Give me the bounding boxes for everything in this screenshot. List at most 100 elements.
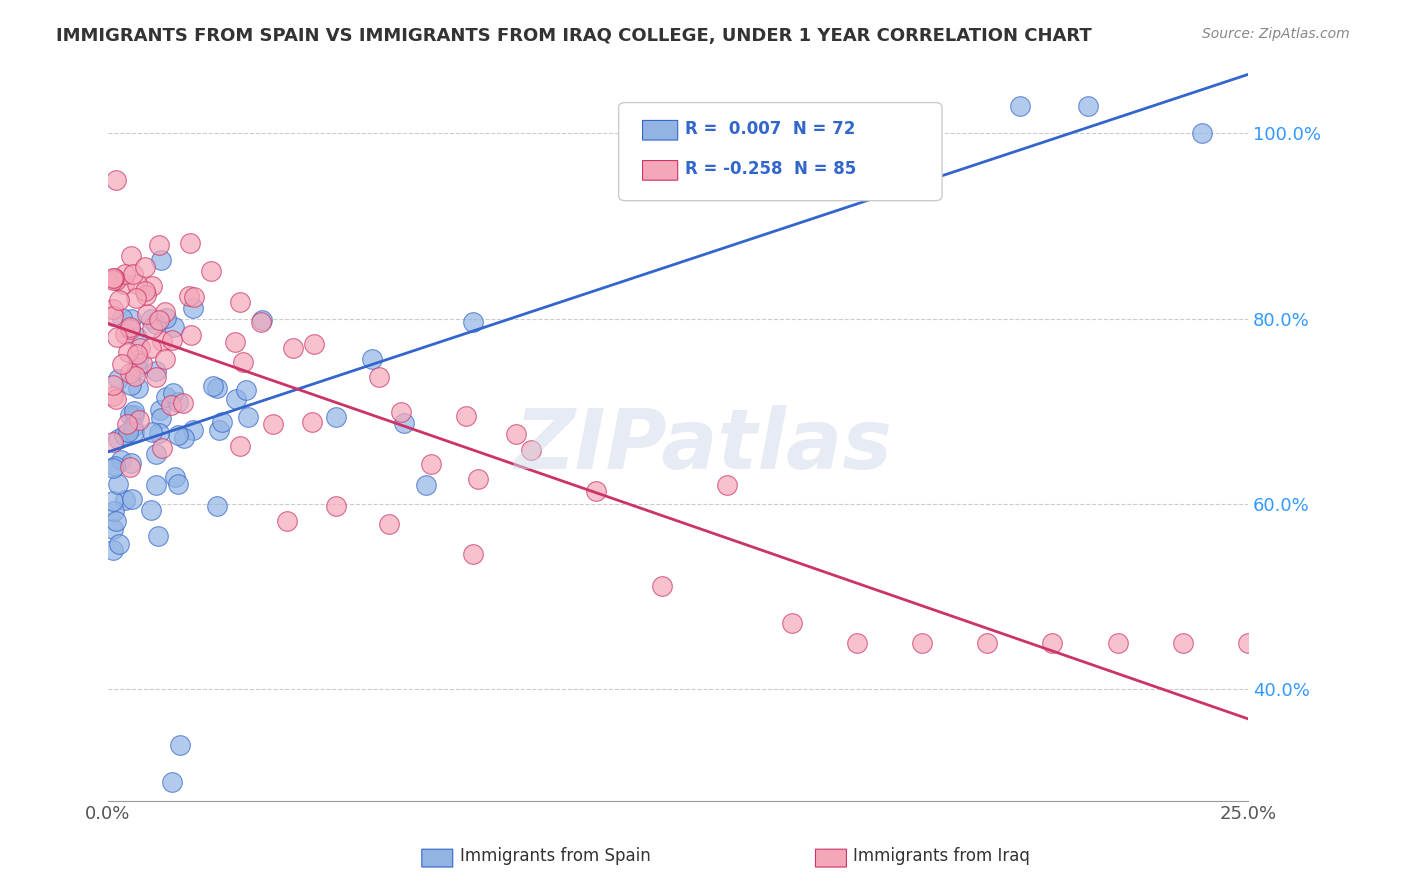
Point: [302, 337, 325, 351]
Point: [160, 333, 183, 347]
Point: [107, 372, 129, 386]
Point: [101, 461, 124, 475]
Point: [179, 235, 201, 250]
Point: [139, 312, 162, 326]
Point: [162, 386, 184, 401]
Point: [325, 500, 347, 514]
Point: [389, 404, 412, 418]
Point: [162, 320, 184, 334]
Point: [250, 313, 273, 327]
Point: [128, 413, 150, 427]
Point: [105, 514, 128, 528]
Point: [224, 335, 246, 350]
Point: [122, 408, 145, 422]
Point: [112, 427, 135, 442]
Point: [107, 432, 129, 446]
Point: [208, 423, 231, 437]
Point: [1171, 636, 1194, 650]
Text: IMMIGRANTS FROM SPAIN VS IMMIGRANTS FROM IRAQ COLLEGE, UNDER 1 YEAR CORRELATION : IMMIGRANTS FROM SPAIN VS IMMIGRANTS FROM…: [56, 27, 1092, 45]
Point: [150, 252, 173, 267]
Point: [127, 346, 149, 360]
Point: [180, 327, 202, 342]
Point: [1077, 98, 1099, 112]
Point: [520, 443, 543, 458]
Point: [1042, 636, 1064, 650]
Point: [120, 460, 142, 475]
Point: [152, 442, 174, 456]
Point: [141, 341, 163, 355]
Point: [378, 517, 401, 532]
Point: [183, 423, 205, 437]
Point: [101, 378, 124, 392]
Point: [122, 404, 145, 418]
Point: [122, 425, 145, 439]
Point: [141, 425, 163, 440]
Point: [127, 277, 149, 291]
Point: [155, 305, 177, 319]
Point: [120, 322, 142, 336]
Point: [118, 408, 141, 422]
Point: [145, 317, 167, 331]
Point: [121, 492, 143, 507]
Point: [463, 547, 485, 561]
Point: [122, 267, 145, 281]
Point: [124, 369, 146, 384]
Point: [177, 289, 200, 303]
Point: [651, 579, 673, 593]
Point: [128, 341, 150, 355]
Point: [155, 390, 177, 404]
Point: [141, 503, 163, 517]
Point: [148, 529, 170, 543]
Point: [163, 470, 186, 484]
Point: [120, 377, 142, 392]
Point: [148, 425, 170, 440]
Point: [104, 172, 127, 186]
Point: [135, 307, 157, 321]
Point: [228, 294, 250, 309]
Point: [108, 536, 131, 550]
Point: [172, 396, 194, 410]
Point: [115, 417, 138, 432]
Point: [160, 775, 183, 789]
Point: [114, 277, 136, 291]
Point: [145, 370, 167, 384]
Point: [420, 458, 443, 472]
Point: [110, 453, 132, 467]
Point: [207, 381, 229, 395]
Text: Immigrants from Spain: Immigrants from Spain: [460, 847, 651, 865]
Point: [911, 636, 934, 650]
Point: [150, 411, 173, 425]
Text: R =  0.007  N = 72: R = 0.007 N = 72: [685, 120, 855, 138]
Point: [125, 292, 148, 306]
Point: [236, 410, 259, 425]
Point: [134, 260, 156, 274]
Point: [135, 287, 157, 301]
Point: [1008, 98, 1031, 112]
Point: [114, 267, 136, 281]
Text: Immigrants from Iraq: Immigrants from Iraq: [853, 847, 1031, 865]
Point: [367, 370, 389, 384]
Point: [155, 310, 177, 325]
Point: [281, 341, 304, 355]
Point: [183, 289, 205, 303]
Point: [108, 293, 131, 307]
Point: [976, 636, 998, 650]
Point: [301, 415, 323, 429]
Point: [148, 313, 170, 327]
Point: [134, 284, 156, 298]
Point: [780, 616, 803, 631]
Point: [105, 392, 128, 407]
Point: [232, 355, 254, 369]
Point: [111, 311, 134, 326]
Point: [415, 478, 437, 492]
Point: [1191, 127, 1213, 141]
Point: [149, 402, 172, 417]
Point: [166, 477, 188, 491]
Point: [167, 427, 190, 442]
Point: [262, 417, 284, 431]
Point: [141, 321, 163, 335]
Point: [145, 447, 167, 461]
Point: [211, 415, 233, 429]
Point: [114, 492, 136, 507]
Point: [325, 410, 347, 425]
